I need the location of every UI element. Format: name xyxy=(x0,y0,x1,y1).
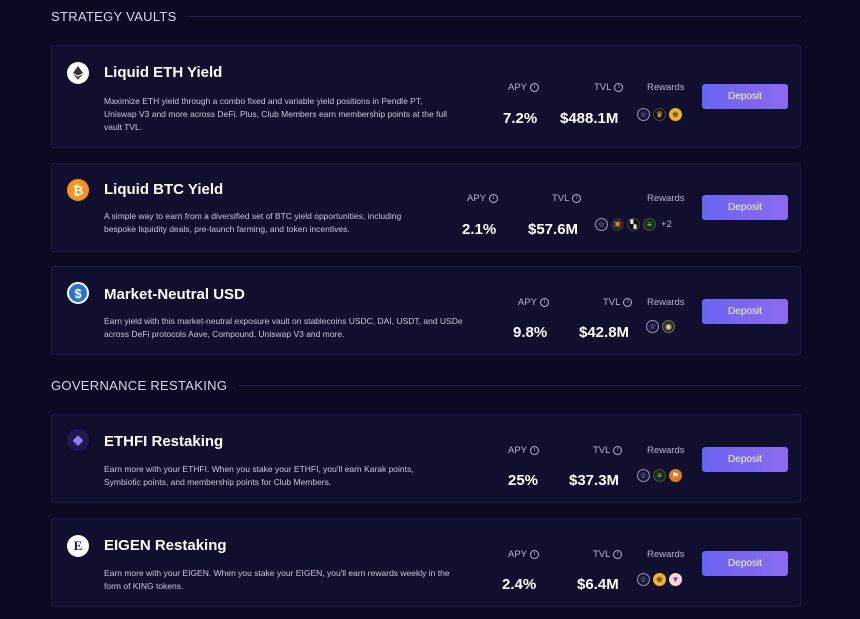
rewards-icons: ☆ ✖ ▚ ≡ +2 xyxy=(595,218,672,231)
apy-label-text: APY xyxy=(508,549,528,560)
apy-label: APY i xyxy=(508,82,540,93)
ethereum-icon xyxy=(67,62,89,84)
info-icon[interactable]: i xyxy=(530,83,540,92)
apy-label-text: APY xyxy=(508,82,528,93)
apy-label: APY i xyxy=(508,445,540,456)
rewards-icons: ☆ ♛ ♚ xyxy=(637,108,682,121)
deposit-button[interactable]: Deposit xyxy=(702,195,788,220)
vault-description: Earn yield with this market-neutral expo… xyxy=(104,316,463,339)
fox-icon[interactable]: ▼ xyxy=(669,573,682,586)
apy-label-text: APY xyxy=(508,445,528,456)
apy-value: 2.1% xyxy=(462,221,497,238)
vault-card-eigen-restaking: E EIGEN Restaking Earn more with your EI… xyxy=(51,518,801,607)
tvl-value: $488.1M xyxy=(560,110,619,127)
more-rewards[interactable]: +2 xyxy=(661,219,672,230)
deposit-button[interactable]: Deposit xyxy=(702,299,788,324)
rewards-label: Rewards xyxy=(647,445,685,456)
tvl-label-text: TVL xyxy=(603,297,621,308)
info-icon[interactable]: i xyxy=(540,298,550,307)
eigen-icon: E xyxy=(67,535,89,557)
info-icon[interactable]: i xyxy=(572,194,582,203)
crown-icon[interactable]: ♛ xyxy=(653,108,666,121)
apy-value: 9.8% xyxy=(513,324,548,341)
apy-label-text: APY xyxy=(518,297,538,308)
section-title: STRATEGY VAULTS xyxy=(51,8,177,24)
tvl-label: TVL i xyxy=(593,549,623,560)
rewards-icons: ☆ ◉ xyxy=(646,320,675,333)
vault-name: ETHFI Restaking xyxy=(104,433,224,450)
divider xyxy=(239,384,801,386)
ethena-icon[interactable]: ◉ xyxy=(662,320,675,333)
tvl-label: TVL i xyxy=(552,193,582,204)
tvl-value: $57.6M xyxy=(528,221,579,238)
square-icon[interactable]: ▚ xyxy=(627,218,640,231)
vault-card-ethfi-restaking: ◆ ETHFI Restaking Earn more with your ET… xyxy=(51,414,801,503)
apy-label: APY i xyxy=(508,549,540,560)
info-icon[interactable]: i xyxy=(530,446,540,455)
tvl-label: TVL i xyxy=(603,297,633,308)
info-icon[interactable]: i xyxy=(613,446,623,455)
vault-card-liquid-btc: ₿ Liquid BTC Yield A simple way to earn … xyxy=(51,163,801,252)
deposit-button[interactable]: Deposit xyxy=(702,447,788,472)
multi-icon[interactable]: ✖ xyxy=(611,218,624,231)
star-icon[interactable]: ☆ xyxy=(637,108,650,121)
tvl-label: TVL i xyxy=(594,82,624,93)
info-icon[interactable]: i xyxy=(614,83,624,92)
apy-label: APY i xyxy=(518,297,550,308)
king-icon[interactable]: ♚ xyxy=(669,108,682,121)
vault-description: Maximize ETH yield through a combo fixed… xyxy=(104,96,447,132)
deposit-button[interactable]: Deposit xyxy=(702,84,788,109)
usdc-icon: $ xyxy=(67,282,89,304)
info-icon[interactable]: i xyxy=(623,298,633,307)
vault-card-liquid-eth: Liquid ETH Yield Maximize ETH yield thro… xyxy=(51,45,801,148)
star-icon[interactable]: ☆ xyxy=(646,320,659,333)
symbiotic-icon[interactable]: ≡ xyxy=(653,469,666,482)
ethfi-icon: ◆ xyxy=(67,429,89,451)
vault-card-market-neutral-usd: $ Market-Neutral USD Earn yield with thi… xyxy=(51,266,801,355)
vault-description: Earn more with your ETHFI. When you stak… xyxy=(104,464,414,487)
divider xyxy=(188,15,801,17)
karak-icon[interactable]: ⚑ xyxy=(669,469,682,482)
apy-value: 7.2% xyxy=(503,110,538,127)
apy-label-text: APY xyxy=(467,193,487,204)
tvl-label-text: TVL xyxy=(593,549,611,560)
tvl-value: $6.4M xyxy=(577,576,619,593)
apy-value: 25% xyxy=(508,472,539,489)
tvl-label-text: TVL xyxy=(593,445,611,456)
star-icon[interactable]: ☆ xyxy=(637,573,650,586)
section-title: GOVERNANCE RESTAKING xyxy=(51,377,228,393)
rewards-icons: ☆ ♚ ▼ xyxy=(637,573,682,586)
bitcoin-icon: ₿ xyxy=(67,179,89,201)
tvl-value: $42.8M xyxy=(579,324,630,341)
rewards-label: Rewards xyxy=(647,549,685,560)
info-icon[interactable]: i xyxy=(613,550,623,559)
vault-description: A simple way to earn from a diversified … xyxy=(104,211,402,234)
vault-name: Liquid BTC Yield xyxy=(104,181,224,198)
vault-name: Liquid ETH Yield xyxy=(104,64,223,81)
tvl-value: $37.3M xyxy=(569,472,620,489)
king-icon[interactable]: ♚ xyxy=(653,573,666,586)
rewards-icons: ☆ ≡ ⚑ xyxy=(637,469,682,482)
rewards-label: Rewards xyxy=(647,297,685,308)
tvl-label-text: TVL xyxy=(552,193,570,204)
vault-description: Earn more with your EIGEN. When you stak… xyxy=(104,568,450,591)
deposit-button[interactable]: Deposit xyxy=(702,551,788,576)
vault-name: EIGEN Restaking xyxy=(104,537,227,554)
rewards-label: Rewards xyxy=(647,193,685,204)
symbiotic-icon[interactable]: ≡ xyxy=(643,218,656,231)
star-icon[interactable]: ☆ xyxy=(595,218,608,231)
section-header-strategy-vaults: STRATEGY VAULTS xyxy=(51,6,801,26)
tvl-label-text: TVL xyxy=(594,82,612,93)
info-icon[interactable]: i xyxy=(489,194,499,203)
apy-value: 2.4% xyxy=(502,576,537,593)
rewards-label: Rewards xyxy=(647,82,685,93)
star-icon[interactable]: ☆ xyxy=(637,469,650,482)
tvl-label: TVL i xyxy=(593,445,623,456)
vault-name: Market-Neutral USD xyxy=(104,286,245,303)
info-icon[interactable]: i xyxy=(530,550,540,559)
section-header-governance-restaking: GOVERNANCE RESTAKING xyxy=(51,375,801,395)
apy-label: APY i xyxy=(467,193,499,204)
